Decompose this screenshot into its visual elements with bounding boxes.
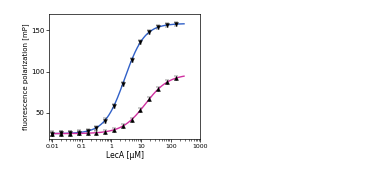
X-axis label: LecA [μM]: LecA [μM] <box>106 151 144 160</box>
Y-axis label: fluorescence polarization [mP]: fluorescence polarization [mP] <box>23 23 29 130</box>
